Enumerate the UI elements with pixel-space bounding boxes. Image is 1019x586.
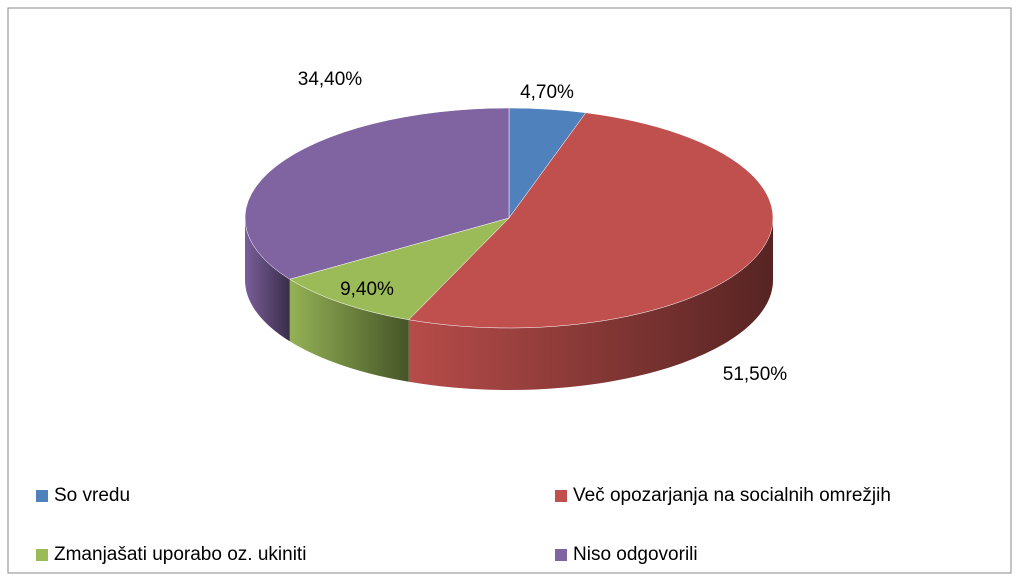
legend-label: Več opozarjanja na socialnih omrežjih <box>573 485 891 506</box>
legend-swatch <box>555 549 567 561</box>
slice-side-shade <box>289 279 409 382</box>
legend-label: Niso odgovorili <box>573 544 698 565</box>
slice-side-shade <box>408 218 773 390</box>
legend-swatch <box>36 490 48 502</box>
slice <box>244 107 510 280</box>
data-label: 34,40% <box>298 69 363 90</box>
data-label: 9,40% <box>340 279 394 300</box>
data-label: 4,70% <box>520 82 574 103</box>
slice-side-shade <box>245 218 290 342</box>
legend-swatch <box>36 549 48 561</box>
data-label: 51,50% <box>723 364 788 385</box>
slice <box>289 217 510 321</box>
slice <box>408 112 774 329</box>
legend-label: So vredu <box>54 485 130 506</box>
legend-swatch <box>555 490 567 502</box>
legend-label: Zmanjašati uporabo oz. ukiniti <box>54 544 306 565</box>
